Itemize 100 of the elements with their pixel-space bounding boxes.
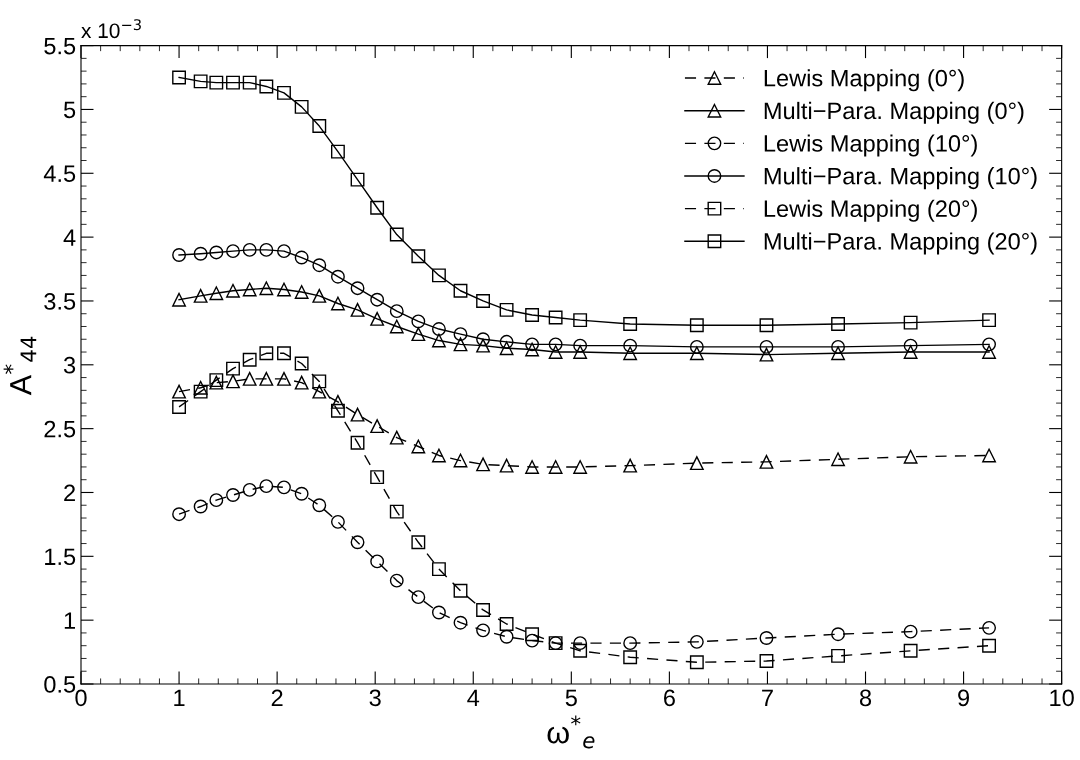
legend-label: Multi−Para. Mapping (20°) [764, 232, 1037, 255]
x-tick-label: 0 [75, 689, 87, 707]
point [759, 347, 774, 362]
x-tick-label: 9 [958, 689, 970, 707]
point [242, 371, 257, 386]
point [689, 346, 704, 361]
point [259, 281, 274, 296]
point [209, 493, 224, 508]
point [982, 345, 997, 359]
point [623, 650, 638, 665]
y-tick-label: 2.5 [44, 420, 76, 438]
point [312, 498, 327, 513]
point [172, 399, 187, 414]
point [499, 458, 514, 473]
point [573, 338, 588, 353]
point [277, 371, 291, 386]
y-tick-label: 5 [63, 101, 76, 119]
point [903, 449, 918, 464]
point [573, 313, 588, 328]
y-tick-label: 1.5 [45, 548, 76, 566]
point [903, 315, 918, 330]
point [573, 636, 588, 651]
point [623, 458, 638, 473]
legend-label: Lewis Mapping (20°) [764, 199, 977, 222]
point [350, 172, 365, 187]
point [277, 346, 291, 361]
point [499, 302, 514, 317]
point [831, 316, 845, 331]
point [476, 603, 491, 617]
point [759, 654, 774, 668]
point [259, 346, 274, 361]
point [453, 337, 468, 352]
point [525, 459, 540, 474]
point [689, 339, 704, 354]
x-tick-label: 7 [762, 689, 773, 706]
point [689, 634, 704, 649]
point [330, 394, 345, 409]
point [982, 313, 997, 328]
point [370, 554, 385, 569]
x-tick-label: 2 [271, 689, 283, 706]
point [389, 304, 404, 319]
point [499, 334, 514, 349]
y-tick-label: 1 [64, 612, 75, 629]
point [209, 75, 224, 90]
point [370, 419, 385, 434]
point [831, 648, 845, 663]
point [499, 629, 514, 644]
point [226, 75, 240, 90]
point [389, 227, 404, 242]
point [226, 488, 240, 502]
point [548, 310, 563, 325]
point [277, 244, 291, 259]
point [312, 374, 327, 389]
point [370, 292, 385, 307]
point [226, 244, 240, 259]
point [172, 384, 187, 399]
point [242, 482, 257, 497]
x-tick-label: 3 [369, 689, 381, 707]
point [209, 245, 224, 260]
point [759, 631, 774, 645]
point [193, 380, 208, 395]
point [689, 456, 704, 471]
point [330, 403, 345, 418]
text: x 10$^{−3}$ [81, 19, 141, 39]
point [623, 338, 638, 353]
point [573, 643, 588, 658]
point [242, 352, 257, 367]
y-tick-label: 0.5 [44, 676, 76, 693]
y-tick-label: 3 [63, 356, 76, 374]
x-tick-label: 4 [467, 689, 480, 706]
point [294, 356, 309, 371]
x-tick-label: 10 [1050, 689, 1074, 707]
point [689, 318, 704, 333]
point [350, 407, 365, 422]
point [982, 638, 997, 653]
point [172, 70, 187, 85]
point [982, 620, 997, 635]
point [193, 74, 208, 89]
point [370, 200, 385, 215]
point [294, 486, 309, 501]
point [903, 338, 918, 353]
point [242, 242, 257, 257]
point [453, 583, 468, 598]
point [226, 283, 240, 298]
point [330, 269, 345, 284]
point [259, 479, 274, 494]
point [548, 459, 563, 474]
point [259, 79, 274, 94]
point [242, 75, 257, 90]
point [350, 281, 365, 296]
legend-label: Lewis Mapping (10°) [764, 134, 977, 157]
point [689, 655, 704, 670]
point [476, 623, 491, 638]
point [453, 283, 468, 298]
point [312, 384, 327, 399]
point [209, 286, 224, 301]
point [312, 119, 327, 133]
point [294, 375, 309, 390]
point [370, 311, 385, 326]
point [476, 457, 491, 472]
